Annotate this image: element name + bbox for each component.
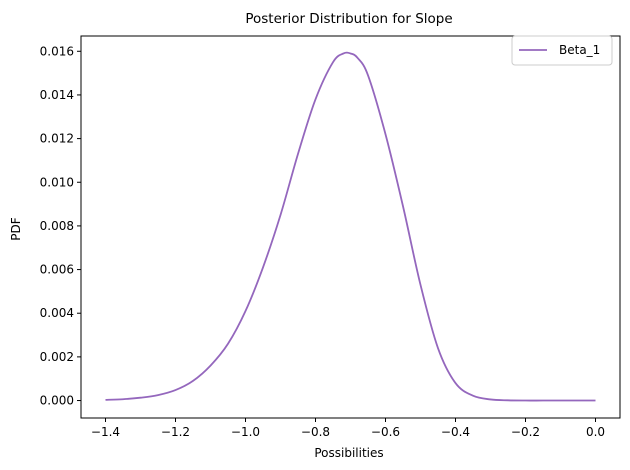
- y-tick-label: 0.016: [40, 44, 74, 58]
- x-axis-label: Possibilities: [314, 446, 383, 460]
- x-tick-label: 0.0: [586, 425, 605, 439]
- legend: Beta_1: [511, 35, 613, 66]
- y-tick-label: 0.012: [40, 132, 74, 146]
- y-axis-label: PDF: [9, 217, 23, 240]
- series-layer: [105, 51, 596, 402]
- x-tick-label: −0.2: [511, 425, 540, 439]
- y-tick-label: 0.002: [40, 350, 74, 364]
- series-line-beta-1: [105, 51, 596, 402]
- y-tick-label: 0.010: [40, 175, 74, 189]
- x-axis: −1.4 −1.2 −1.0 −0.8 −0.6 −0.4 −0.2 0.0: [91, 418, 605, 439]
- y-tick-label: 0.004: [40, 306, 74, 320]
- legend-box: [511, 35, 613, 66]
- x-tick-label: −1.2: [161, 425, 190, 439]
- x-tick-label: −1.4: [91, 425, 120, 439]
- x-tick-label: −0.6: [371, 425, 400, 439]
- chart-title: Posterior Distribution for Slope: [245, 11, 452, 27]
- x-tick-label: −0.8: [301, 425, 330, 439]
- y-tick-label: 0.014: [40, 88, 74, 102]
- y-tick-label: 0.000: [40, 394, 74, 408]
- x-tick-label: −0.4: [441, 425, 470, 439]
- x-tick-label: −1.0: [231, 425, 260, 439]
- plot-area: [80, 35, 621, 419]
- y-tick-label: 0.006: [40, 263, 74, 277]
- legend-label-beta-1: Beta_1: [559, 43, 600, 57]
- plot-frame: [80, 35, 621, 419]
- y-tick-label: 0.008: [40, 219, 74, 233]
- y-axis: 0.000 0.002 0.004 0.006 0.008 0.010 0.012 0.014…: [40, 44, 81, 408]
